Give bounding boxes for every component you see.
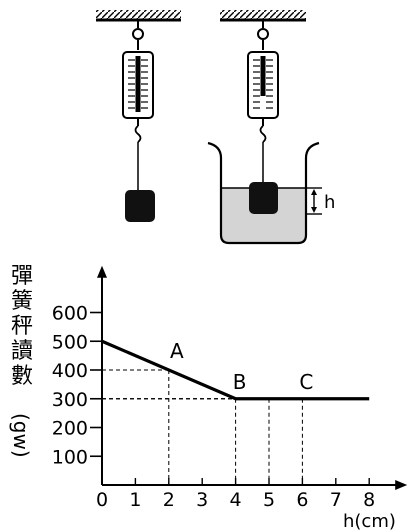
depth-marker bbox=[307, 187, 322, 215]
y-label-char: 彈 bbox=[11, 264, 33, 289]
right-scale-ticks bbox=[253, 59, 273, 109]
y-label-char: 秤 bbox=[11, 314, 33, 339]
right-scale-indicator bbox=[260, 56, 266, 96]
x-tick-label: 6 bbox=[296, 489, 308, 511]
point-label: A bbox=[170, 339, 184, 363]
axes bbox=[97, 265, 408, 490]
left-scale-indicator bbox=[135, 56, 141, 112]
left-spring-scale bbox=[96, 10, 181, 222]
right-spring-scale: h bbox=[207, 10, 335, 245]
y-tick-label: 200 bbox=[52, 418, 88, 440]
y-tick-label: 300 bbox=[52, 389, 88, 411]
right-top-ring bbox=[257, 28, 269, 40]
y-tick-label: 400 bbox=[52, 360, 88, 382]
y-label-unit: (gw) bbox=[9, 413, 33, 458]
y-label-char: 數 bbox=[11, 364, 33, 389]
y-ticks: 100 200 300 400 500 600 bbox=[52, 303, 102, 468]
y-axis-arrow bbox=[97, 265, 107, 278]
x-tick-label: 0 bbox=[96, 489, 108, 511]
series bbox=[101, 339, 370, 401]
y-tick-label: 500 bbox=[52, 331, 88, 353]
dashed-guides bbox=[102, 369, 303, 485]
right-hook bbox=[259, 125, 267, 143]
y-tick-label: 600 bbox=[52, 303, 88, 325]
point-labels: A B C bbox=[170, 339, 313, 394]
left-scale-ticks bbox=[128, 59, 148, 109]
x-tick-label: 1 bbox=[129, 489, 141, 511]
x-tick-label: 3 bbox=[196, 489, 208, 511]
x-tick-label: 8 bbox=[363, 489, 375, 511]
series-line bbox=[101, 339, 370, 401]
x-tick-label: 7 bbox=[330, 489, 342, 511]
left-top-ring bbox=[132, 28, 144, 40]
left-ceiling bbox=[96, 10, 181, 19]
right-weight bbox=[249, 182, 278, 214]
y-label-char: 簧 bbox=[11, 289, 33, 314]
y-label-char: 讀 bbox=[11, 339, 33, 364]
point-label: C bbox=[299, 370, 313, 394]
spring-scale-illustration: h bbox=[96, 10, 335, 245]
y-tick-label: 100 bbox=[52, 446, 88, 468]
beaker bbox=[207, 141, 320, 245]
point-label: B bbox=[233, 370, 247, 394]
x-axis-label: h(cm) bbox=[343, 511, 396, 531]
x-tick-label: 4 bbox=[230, 489, 242, 511]
x-axis-arrow bbox=[395, 480, 408, 490]
right-ceiling bbox=[220, 10, 306, 19]
x-tick-label: 5 bbox=[263, 489, 275, 511]
left-weight bbox=[125, 190, 155, 222]
x-tick-label: 2 bbox=[163, 489, 175, 511]
left-hook bbox=[134, 125, 142, 143]
water bbox=[221, 188, 306, 243]
depth-label: h bbox=[324, 192, 335, 213]
